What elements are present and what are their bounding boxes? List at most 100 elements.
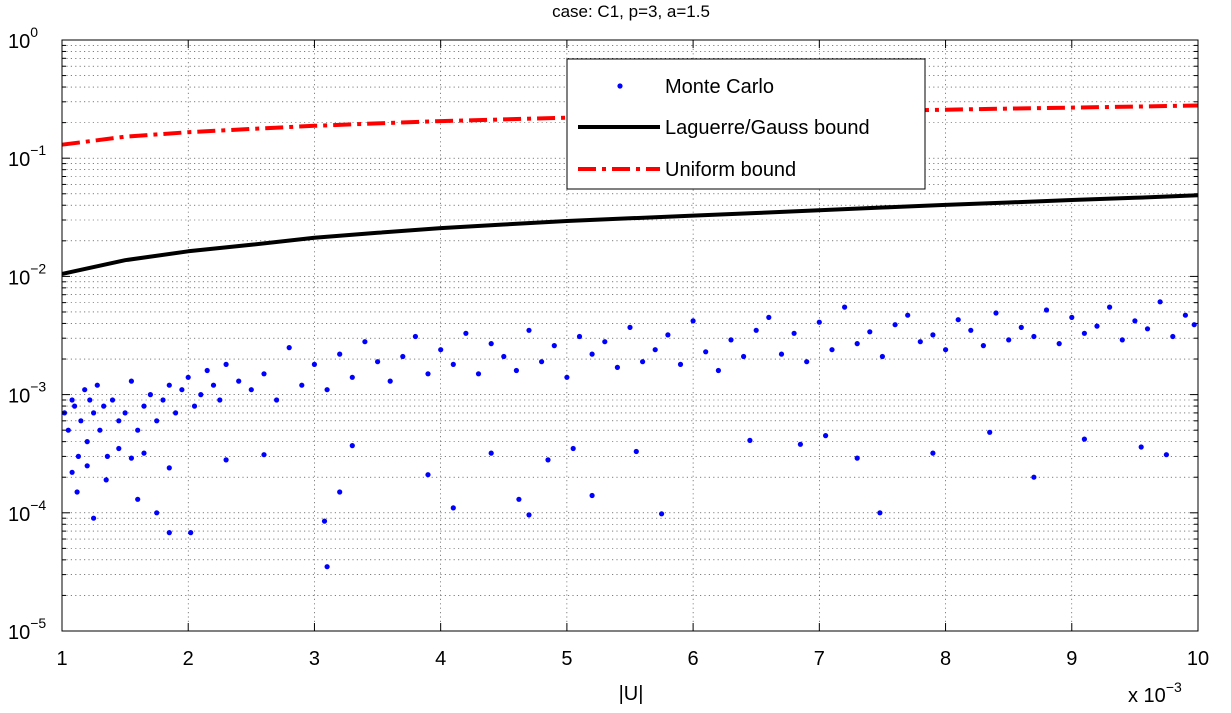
scatter-point: [198, 392, 204, 398]
x-tick-label: 8: [940, 648, 951, 670]
scatter-point: [104, 453, 110, 459]
scatter-point: [1031, 333, 1037, 340]
scatter-point: [1182, 312, 1188, 318]
scatter-point: [141, 450, 147, 456]
scatter-point: [128, 378, 134, 384]
scatter-point: [804, 359, 810, 365]
scatter-point: [349, 374, 355, 380]
scatter-point: [659, 511, 665, 517]
scatter-point: [135, 427, 141, 433]
scatter-point: [75, 453, 81, 459]
scatter-point: [930, 332, 936, 338]
scatter-point: [829, 347, 835, 353]
scatter-point: [438, 347, 444, 353]
scatter-point: [930, 450, 936, 456]
scatter-point: [816, 319, 822, 325]
scatter-point: [1107, 304, 1113, 310]
scatter-point: [1119, 337, 1125, 343]
scatter-point: [425, 472, 431, 478]
y-tick-label: 10−2: [8, 260, 46, 289]
y-tick-label: 10−3: [8, 379, 46, 408]
scatter-point: [154, 418, 160, 424]
scatter-point: [204, 367, 210, 374]
scatter-point: [166, 530, 172, 536]
scatter-point: [842, 304, 848, 310]
scatter-point: [892, 322, 898, 328]
scatter-point: [703, 349, 709, 355]
scatter-point: [791, 330, 797, 336]
scatter-point: [516, 496, 522, 502]
scatter-point: [412, 333, 418, 340]
scatter-point: [526, 512, 532, 518]
scatter-point: [78, 418, 84, 424]
y-tick-label: 10−5: [8, 615, 46, 644]
scatter-point: [1031, 474, 1037, 480]
scatter-point: [753, 327, 759, 333]
scatter-point: [74, 489, 80, 495]
scatter-point: [274, 397, 280, 403]
scatter-point: [475, 371, 482, 377]
scatter-point: [778, 351, 785, 357]
scatter-point: [1094, 323, 1100, 329]
scatter-point: [1170, 333, 1176, 340]
scatter-point: [905, 312, 911, 318]
scatter-point: [589, 492, 595, 499]
x-tick-label: 2: [183, 648, 194, 670]
scatter-point: [185, 374, 191, 380]
grid: [62, 40, 1198, 631]
scatter-point: [223, 457, 229, 463]
scatter-point: [450, 505, 456, 511]
scatter-point: [589, 351, 595, 357]
scatter-point: [97, 427, 103, 433]
scatter-point: [513, 367, 520, 374]
scatter-point: [82, 387, 88, 393]
scatter-point: [943, 347, 949, 353]
scatter-point: [1018, 324, 1024, 330]
scatter-point: [690, 318, 696, 324]
scatter-point: [879, 353, 886, 360]
x-tick-label: 10: [1187, 648, 1209, 670]
scatter-point: [1081, 330, 1087, 336]
scatter-point: [248, 387, 254, 393]
scatter-point: [173, 410, 179, 416]
series-laguerre-gauss-bound: [61, 193, 1199, 276]
scatter-point: [640, 359, 646, 365]
scatter-point: [1043, 307, 1050, 313]
scatter-point: [1132, 318, 1138, 324]
x-tick-label: 3: [309, 648, 320, 670]
scatter-point: [109, 397, 116, 403]
legend-label: Monte Carlo: [665, 76, 774, 98]
scatter-point: [539, 359, 545, 365]
scatter-point: [349, 443, 355, 449]
scatter-point: [179, 387, 185, 393]
scatter-point: [677, 361, 684, 367]
scatter-point: [69, 469, 75, 475]
scatter-point: [210, 382, 217, 388]
y-tick-label: 100: [8, 24, 38, 53]
x-axis-label: |U|: [619, 683, 644, 705]
x-axis-multiplier: x 10−3: [1128, 679, 1182, 707]
legend-marker: [617, 83, 623, 89]
scatter-point: [728, 337, 734, 343]
scatter-point: [147, 392, 153, 398]
scatter-point: [993, 310, 999, 316]
scatter-point: [1138, 444, 1144, 450]
x-tick-label: 4: [435, 648, 446, 670]
scatter-point: [337, 351, 343, 357]
scatter-point: [84, 439, 90, 445]
legend: Monte Carlo Laguerre/Gauss bound Uniform b…: [566, 58, 926, 190]
scatter-point: [545, 457, 551, 463]
scatter-point: [1157, 299, 1163, 305]
x-multiplier-base: x 10: [1128, 685, 1166, 707]
scatter-point: [94, 382, 100, 388]
scatter-point: [1081, 436, 1087, 442]
plot-border: [61, 39, 1199, 632]
scatter-point: [917, 339, 923, 345]
scatter-point: [87, 397, 93, 403]
scatter-point: [867, 329, 873, 335]
scatter-point: [747, 437, 753, 443]
scatter-point: [488, 450, 494, 456]
scatter-point: [1069, 314, 1075, 320]
scatter-point: [564, 374, 570, 380]
scatter-point: [968, 327, 974, 333]
